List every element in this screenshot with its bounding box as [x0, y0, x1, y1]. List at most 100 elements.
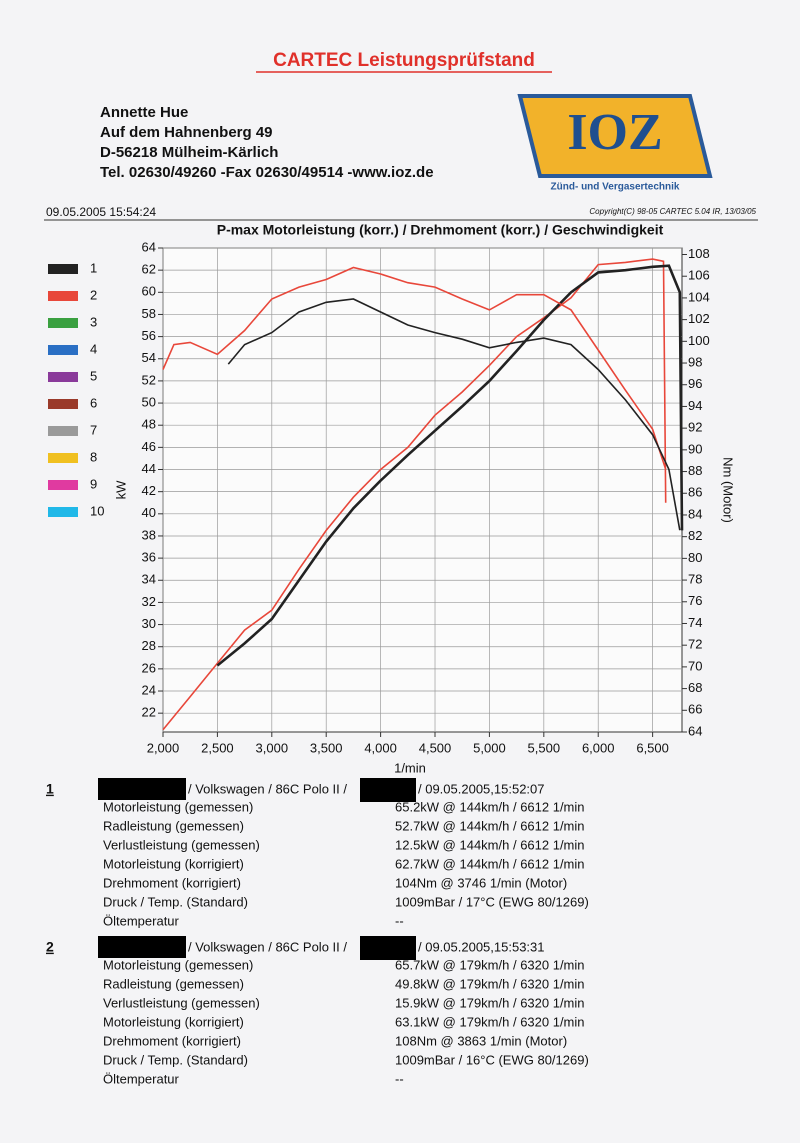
legend-swatch — [48, 345, 78, 355]
y-tick-label: 46 — [142, 439, 156, 454]
y2-tick-label: 84 — [688, 506, 702, 521]
address: Annette Hue Auf dem Hahnenberg 49 D-5621… — [100, 104, 434, 181]
y2-tick-label: 68 — [688, 680, 702, 695]
y2-tick-label: 100 — [688, 333, 710, 348]
result-label: Motorleistung (korrigiert) — [103, 1014, 244, 1029]
legend-label: 8 — [90, 449, 97, 464]
y2-tick-label: 76 — [688, 593, 702, 608]
result-value: 49.8kW @ 179km/h / 6320 1/min — [395, 976, 585, 991]
redaction — [98, 936, 186, 958]
address-line: Auf dem Hahnenberg 49 — [100, 124, 273, 141]
result-label: Radleistung (gemessen) — [103, 976, 244, 991]
y2-tick-label: 92 — [688, 420, 702, 435]
legend-label: 9 — [90, 476, 97, 491]
run-number: 2 — [46, 939, 54, 955]
run-number: 1 — [46, 781, 54, 797]
y-tick-label: 34 — [142, 572, 156, 587]
logo: IOZ — [567, 104, 662, 161]
result-label: Öltemperatur — [103, 913, 180, 928]
y2-tick-label: 80 — [688, 550, 702, 565]
y2-tick-label: 70 — [688, 658, 702, 673]
result-label: Verlustleistung (gemessen) — [103, 837, 260, 852]
redaction — [360, 936, 416, 960]
result-label: Motorleistung (korrigiert) — [103, 856, 244, 871]
y2-tick-label: 96 — [688, 376, 702, 391]
y2-axis-label: Nm (Motor) — [721, 457, 736, 523]
result-value: -- — [395, 1071, 404, 1086]
timestamp: 09.05.2005 15:54:24 — [46, 205, 156, 219]
legend-swatch — [48, 372, 78, 382]
y-tick-label: 40 — [142, 505, 156, 520]
x-tick-label: 3,000 — [256, 740, 289, 755]
result-value: 1009mBar / 17°C (EWG 80/1269) — [395, 894, 589, 909]
plot-area — [162, 247, 683, 733]
series-line — [162, 258, 667, 731]
legend-label: 4 — [90, 341, 97, 356]
result-label: Drehmoment (korrigiert) — [103, 1033, 241, 1048]
chart-title: P-max Motorleistung (korr.) / Drehmoment… — [217, 222, 664, 238]
result-label: Radleistung (gemessen) — [103, 818, 244, 833]
legend-label: 7 — [90, 422, 97, 437]
y-tick-label: 36 — [142, 550, 156, 565]
result-value: 104Nm @ 3746 1/min (Motor) — [395, 875, 567, 890]
result-label: Öltemperatur — [103, 1071, 180, 1086]
legend-label: 5 — [90, 368, 97, 383]
x-tick-label: 4,500 — [419, 740, 452, 755]
results: 1 / Volkswagen / 86C Polo II / / 09.05.200… — [46, 778, 589, 1086]
y2-tick-label: 72 — [688, 637, 702, 652]
y-tick-label: 60 — [142, 284, 156, 299]
result-value: 1009mBar / 16°C (EWG 80/1269) — [395, 1052, 589, 1067]
logo-subtitle: Zünd- und Vergasertechnik — [551, 182, 680, 193]
report-title: CARTEC Leistungsprüfstand — [273, 50, 535, 71]
result-value: 108Nm @ 3863 1/min (Motor) — [395, 1033, 567, 1048]
result-value: 12.5kW @ 144km/h / 6612 1/min — [395, 837, 585, 852]
legend-swatch — [48, 318, 78, 328]
y-tick-label: 26 — [142, 660, 156, 675]
y-tick-label: 28 — [142, 638, 156, 653]
y2-tick-label: 108 — [688, 246, 710, 261]
series-line — [162, 266, 667, 470]
result-label: Druck / Temp. (Standard) — [103, 1052, 248, 1067]
run-vehicle: / Volkswagen / 86C Polo II / — [188, 939, 347, 954]
result-label: Verlustleistung (gemessen) — [103, 995, 260, 1010]
chart: P-max Motorleistung (korr.) / Drehmoment… — [48, 222, 736, 775]
logo-shape — [517, 94, 713, 178]
legend-label: 10 — [90, 503, 104, 518]
legend-label: 2 — [90, 287, 97, 302]
x-axis-label: 1/min — [394, 760, 426, 775]
result-label: Motorleistung (gemessen) — [103, 799, 253, 814]
y-tick-label: 22 — [142, 705, 156, 720]
y2-tick-label: 74 — [688, 615, 702, 630]
result-value: 65.7kW @ 179km/h / 6320 1/min — [395, 957, 585, 972]
legend-swatch — [48, 507, 78, 517]
legend-swatch — [48, 264, 78, 274]
y2-tick-label: 64 — [688, 723, 702, 738]
y2-tick-label: 66 — [688, 702, 702, 717]
result-value: 63.1kW @ 179km/h / 6320 1/min — [395, 1014, 585, 1029]
y-tick-label: 58 — [142, 306, 156, 321]
x-tick-label: 5,000 — [473, 740, 506, 755]
y-tick-label: 62 — [142, 262, 156, 277]
legend-swatch — [48, 426, 78, 436]
y2-tick-label: 94 — [688, 398, 702, 413]
y-tick-label: 50 — [142, 394, 156, 409]
y-tick-label: 44 — [142, 461, 156, 476]
legend-swatch — [48, 453, 78, 463]
series-line — [227, 298, 681, 531]
x-tick-label: 3,500 — [310, 740, 343, 755]
result-label: Motorleistung (gemessen) — [103, 957, 253, 972]
legend-label: 6 — [90, 395, 97, 410]
y2-tick-label: 104 — [688, 289, 710, 304]
legend-swatch — [48, 399, 78, 409]
legend-label: 3 — [90, 314, 97, 329]
y-tick-label: 24 — [142, 682, 156, 697]
address-line: Annette Hue — [100, 104, 188, 121]
series-line — [216, 264, 684, 667]
result-value: 15.9kW @ 179km/h / 6320 1/min — [395, 995, 585, 1010]
y-tick-label: 30 — [142, 616, 156, 631]
run-date: / 09.05.2005,15:52:07 — [418, 781, 545, 796]
y-tick-label: 48 — [142, 417, 156, 432]
y-tick-label: 56 — [142, 328, 156, 343]
